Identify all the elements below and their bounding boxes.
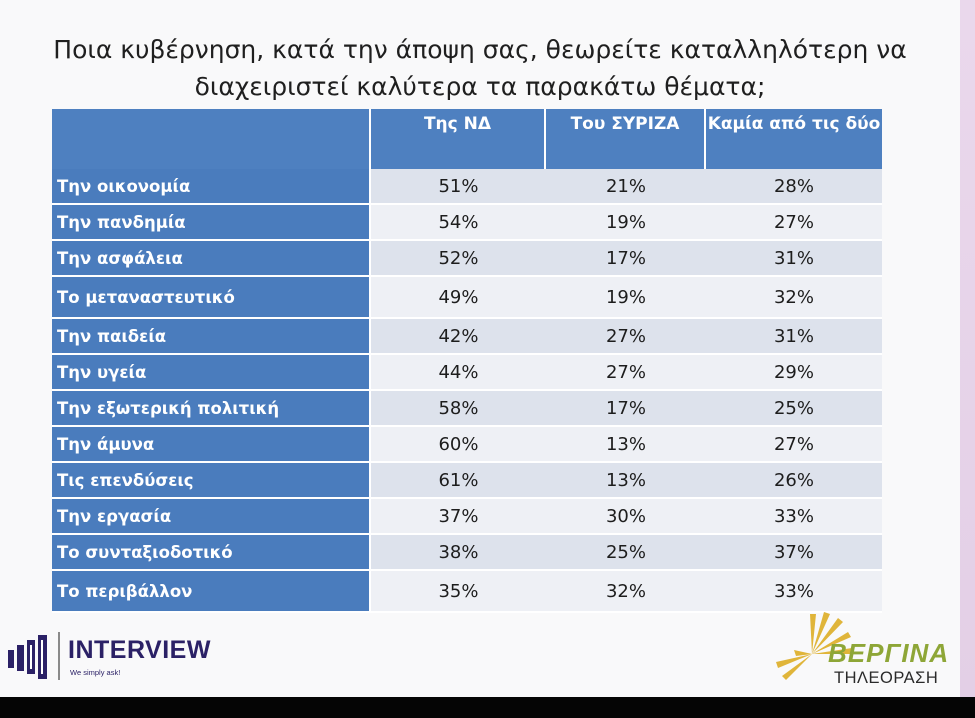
interview-logo: INTERVIEW We simply ask! <box>0 628 240 688</box>
table-row: Την οικονομία 51% 21% 28% <box>52 169 882 205</box>
cell-syriza: 21% <box>546 169 706 205</box>
cell-nd: 38% <box>371 535 546 571</box>
row-label: Τις επενδύσεις <box>52 463 371 499</box>
cell-syriza: 32% <box>546 571 706 613</box>
row-label: Το συνταξιοδοτικό <box>52 535 371 571</box>
row-label: Την πανδημία <box>52 205 371 241</box>
cell-neither: 37% <box>706 535 882 571</box>
cell-nd: 35% <box>371 571 546 613</box>
cell-syriza: 19% <box>546 205 706 241</box>
bottom-bar <box>0 697 975 718</box>
row-label: Την άμυνα <box>52 427 371 463</box>
cell-neither: 27% <box>706 427 882 463</box>
slide: Ποια κυβέρνηση, κατά την άποψη σας, θεωρ… <box>0 31 960 694</box>
cell-nd: 42% <box>371 319 546 355</box>
table-row: Το συνταξιοδοτικό 38% 25% 37% <box>52 535 882 571</box>
table-row: Την άμυνα 60% 13% 27% <box>52 427 882 463</box>
cell-neither: 29% <box>706 355 882 391</box>
vergina-logo: ΒΕΡΓΙΝΑ ΤΗΛΕΟΡΑΣΗ <box>772 610 960 694</box>
column-header-nd: Της ΝΔ <box>371 109 546 169</box>
logo-divider <box>58 632 60 680</box>
cell-syriza: 25% <box>546 535 706 571</box>
column-header-neither: Καμία από τις δύο <box>706 109 882 169</box>
row-label: Την υγεία <box>52 355 371 391</box>
header-corner-cell <box>52 109 371 169</box>
table-body: Την οικονομία 51% 21% 28% Την πανδημία 54% 19%… <box>52 169 882 613</box>
table-row: Το μεταναστευτικό 49% 19% 32% <box>52 277 882 319</box>
table-header-row: Της ΝΔ Του ΣΥΡΙΖΑ Καμία από τις δύο <box>52 109 882 169</box>
row-label: Την παιδεία <box>52 319 371 355</box>
sun-rays-icon <box>776 612 852 680</box>
cell-nd: 37% <box>371 499 546 535</box>
table-row: Την εργασία 37% 30% 33% <box>52 499 882 535</box>
row-label: Την οικονομία <box>52 169 371 205</box>
cell-nd: 52% <box>371 241 546 277</box>
interview-tagline: We simply ask! <box>70 668 121 677</box>
title-line-2: διαχειριστεί καλύτερα τα παρακάτω θέματα… <box>194 71 766 101</box>
cell-syriza: 17% <box>546 391 706 427</box>
cell-nd: 51% <box>371 169 546 205</box>
table-row: Το περιβάλλον 35% 32% 33% <box>52 571 882 613</box>
cell-neither: 31% <box>706 241 882 277</box>
cell-syriza: 30% <box>546 499 706 535</box>
cell-neither: 31% <box>706 319 882 355</box>
table-row: Την πανδημία 54% 19% 27% <box>52 205 882 241</box>
row-label: Το περιβάλλον <box>52 571 371 613</box>
row-label: Την εξωτερική πολιτική <box>52 391 371 427</box>
table-row: Τις επενδύσεις 61% 13% 26% <box>52 463 882 499</box>
cell-nd: 60% <box>371 427 546 463</box>
row-label: Το μεταναστευτικό <box>52 277 371 319</box>
vergina-name: ΒΕΡΓΙΝΑ <box>828 638 950 668</box>
cell-neither: 28% <box>706 169 882 205</box>
side-strip <box>960 0 975 697</box>
cell-nd: 54% <box>371 205 546 241</box>
table-row: Την παιδεία 42% 27% 31% <box>52 319 882 355</box>
bar-building-icon <box>8 635 47 679</box>
row-label: Την εργασία <box>52 499 371 535</box>
table-row: Την υγεία 44% 27% 29% <box>52 355 882 391</box>
cell-neither: 32% <box>706 277 882 319</box>
cell-neither: 33% <box>706 499 882 535</box>
cell-neither: 33% <box>706 571 882 613</box>
cell-nd: 61% <box>371 463 546 499</box>
cell-syriza: 13% <box>546 427 706 463</box>
cell-nd: 58% <box>371 391 546 427</box>
table-row: Την εξωτερική πολιτική 58% 17% 25% <box>52 391 882 427</box>
vergina-subtitle: ΤΗΛΕΟΡΑΣΗ <box>834 669 939 687</box>
cell-neither: 27% <box>706 205 882 241</box>
cell-syriza: 17% <box>546 241 706 277</box>
cell-nd: 49% <box>371 277 546 319</box>
cell-neither: 26% <box>706 463 882 499</box>
cell-syriza: 27% <box>546 355 706 391</box>
cell-nd: 44% <box>371 355 546 391</box>
cell-syriza: 27% <box>546 319 706 355</box>
row-label: Την ασφάλεια <box>52 241 371 277</box>
cell-syriza: 13% <box>546 463 706 499</box>
poll-table: Της ΝΔ Του ΣΥΡΙΖΑ Καμία από τις δύο Την … <box>52 109 882 613</box>
table-row: Την ασφάλεια 52% 17% 31% <box>52 241 882 277</box>
interview-name: INTERVIEW <box>68 636 211 664</box>
cell-syriza: 19% <box>546 277 706 319</box>
title-line-1: Ποια κυβέρνηση, κατά την άποψη σας, θεωρ… <box>53 34 907 64</box>
page-title: Ποια κυβέρνηση, κατά την άποψη σας, θεωρ… <box>0 31 960 105</box>
cell-neither: 25% <box>706 391 882 427</box>
column-header-syriza: Του ΣΥΡΙΖΑ <box>546 109 706 169</box>
